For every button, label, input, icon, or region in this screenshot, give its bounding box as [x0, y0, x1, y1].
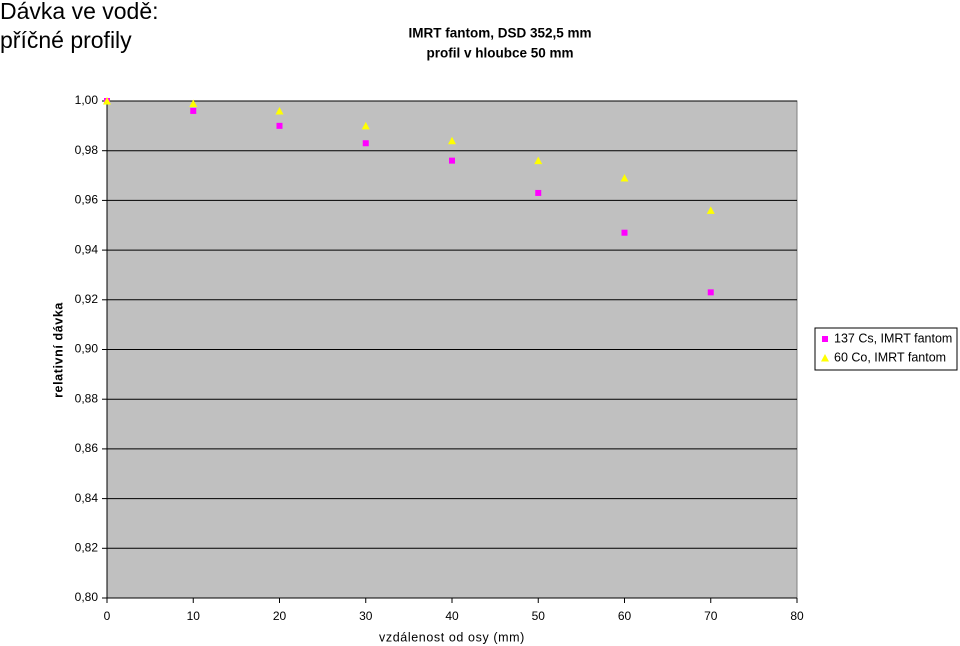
data-point: [620, 174, 629, 182]
data-point: [706, 206, 715, 214]
data-point: [707, 289, 714, 296]
x-tick-label: 30: [359, 609, 373, 623]
x-tick-label: 50: [532, 609, 546, 623]
legend-box: [814, 327, 958, 371]
y-tick-label: 0,80: [75, 590, 99, 604]
data-point: [822, 336, 828, 342]
data-point: [621, 229, 628, 236]
y-tick-label: 0,96: [75, 193, 99, 207]
chart-subtitle: profil v hloubce 50 mm: [426, 46, 573, 61]
x-tick-label: 40: [445, 609, 459, 623]
data-point: [535, 189, 542, 196]
data-point: [362, 140, 369, 147]
data-point: [821, 354, 829, 362]
chart-title: IMRT fantom, DSD 352,5 mm: [408, 26, 591, 41]
data-point: [275, 106, 284, 115]
data-point: [449, 157, 455, 164]
y-tick-label: 0,92: [75, 292, 99, 306]
y-tick-label: 0,90: [75, 342, 99, 356]
y-tick-label: 1,00: [75, 93, 99, 107]
y-tick-label: 0,88: [75, 391, 99, 405]
x-tick-label: 70: [704, 609, 718, 623]
y-tick-label: 0,82: [75, 540, 99, 554]
y-tick-label: 0,86: [75, 441, 99, 455]
data-point: [189, 99, 198, 107]
legend-label: 60 Co, IMRT fantom: [834, 350, 946, 364]
data-point: [103, 97, 111, 105]
data-point: [361, 121, 370, 130]
data-point: [448, 136, 456, 145]
data-point: [190, 107, 197, 114]
page-heading: Dávka ve vodě:: [0, 0, 159, 24]
x-tick-label: 0: [104, 609, 111, 623]
x-axis-label: vzdálenost od osy (mm): [379, 630, 525, 644]
y-tick-label: 0,98: [75, 143, 99, 157]
y-axis-label: relativní dávka: [51, 302, 65, 398]
x-tick-label: 10: [187, 609, 201, 623]
x-tick-label: 80: [790, 609, 804, 623]
y-tick-label: 0,94: [75, 242, 99, 256]
x-tick-label: 20: [273, 609, 287, 623]
legend-label: 137 Cs, IMRT fantom: [834, 331, 952, 345]
y-tick-label: 0,84: [75, 491, 99, 505]
data-point: [276, 122, 283, 129]
data-point: [534, 156, 543, 165]
x-tick-label: 60: [618, 609, 632, 623]
page-heading: příčné profily: [0, 27, 132, 53]
